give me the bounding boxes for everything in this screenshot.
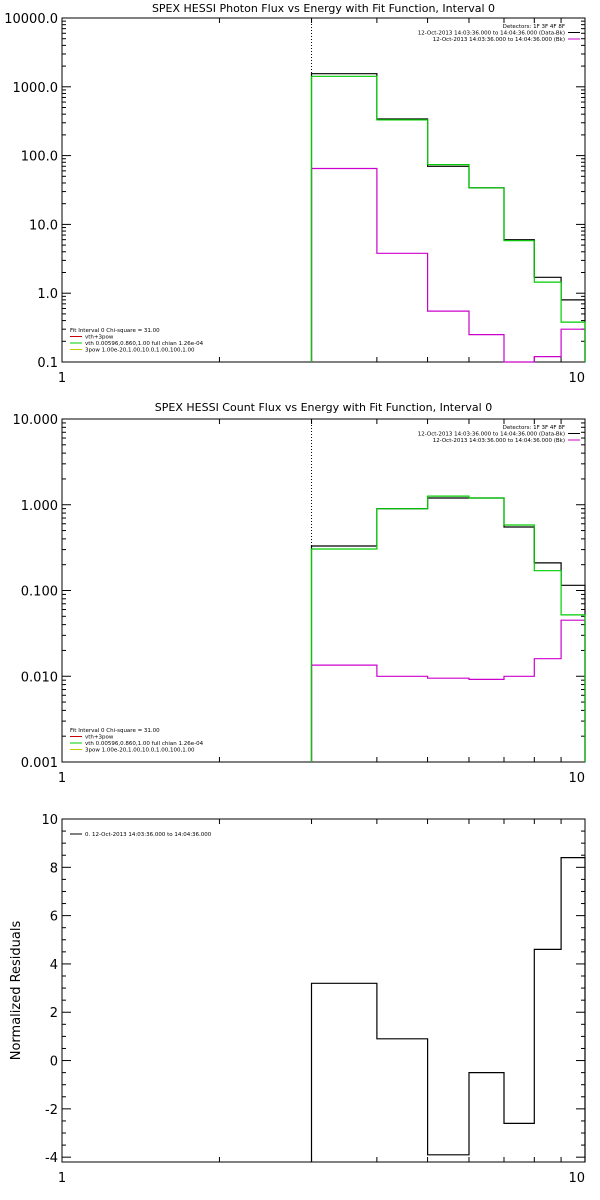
resid-ytick-label: -4 bbox=[45, 1151, 58, 1166]
resid-ytick-label: 2 bbox=[50, 1006, 58, 1021]
resid-ytick-label: 4 bbox=[50, 958, 58, 973]
count-ytick-label: 10.000 bbox=[13, 413, 59, 428]
count-series-bkg-line bbox=[310, 619, 586, 762]
resid-ytick-label: 10 bbox=[41, 813, 58, 828]
count-xtick-label: 1 bbox=[58, 771, 66, 786]
count-plot-frame bbox=[61, 418, 586, 763]
photon-series-model-line bbox=[310, 75, 586, 362]
resid-series-0-12-oct-2013-14-03-36-000-to-14-04-36-000-line bbox=[310, 857, 586, 1162]
resid-legend-legend_tl-text: 0. 12-Oct-2013 14:03:36.000 to 14:04:36.… bbox=[85, 832, 212, 838]
count-legend-legend_bl-text: vth+3pow bbox=[85, 735, 114, 741]
count-legend-legend_tr-text: Detectors: 1F 3F 4F 8F bbox=[503, 425, 565, 431]
photon-legend-legend_bl-text: vth+3pow bbox=[85, 335, 114, 341]
count-ytick-label: 1.000 bbox=[21, 499, 58, 514]
resid-ytick-label: -2 bbox=[45, 1103, 58, 1118]
photon-ytick-label: 1000.0 bbox=[13, 81, 59, 96]
resid-xtick-label: 1 bbox=[58, 1171, 66, 1186]
count-series-data-line bbox=[310, 497, 586, 762]
photon-legend-legend_tr-text: 12-Oct-2013 14:03:36.000 to 14:04:36.000… bbox=[433, 37, 565, 43]
count-legend-legend_bl-text: Fit Interval 0 Chi-square = 31.00 bbox=[70, 728, 160, 734]
photon-legend-legend_bl-text: vth 0.00596,0.860,1.00 full chian 1.26e-… bbox=[85, 341, 204, 347]
photon-xtick-label: 1 bbox=[58, 371, 66, 386]
resid-y-axis-label: Normalized Residuals bbox=[9, 921, 24, 1061]
photon-ytick-label: 100.0 bbox=[21, 150, 58, 165]
resid-plot-frame bbox=[61, 818, 586, 1163]
photon-series-data-line bbox=[310, 73, 586, 362]
photon-ytick-label: 1.0 bbox=[37, 287, 58, 302]
count-ytick-label: 0.100 bbox=[21, 585, 58, 600]
photon-legend-legend_tr-text: Detectors: 1F 3F 4F 8F bbox=[503, 24, 565, 30]
photon-legend-legend_bl-text: Fit Interval 0 Chi-square = 31.00 bbox=[70, 328, 160, 334]
photon-series-bkg-line bbox=[310, 167, 586, 363]
count-legend-legend_tr-text: 12-Oct-2013 14:03:36.000 to 14:04:36.000… bbox=[418, 432, 565, 438]
photon-ytick-label: 10.0 bbox=[29, 218, 58, 233]
resid-ytick-label: 0 bbox=[50, 1055, 58, 1070]
photon-ytick-label: 0.1 bbox=[37, 356, 58, 371]
resid-xtick-label: 10 bbox=[568, 1171, 585, 1186]
photon-legend-legend_tr-text: 12-Oct-2013 14:03:36.000 to 14:04:36.000… bbox=[418, 31, 565, 37]
photon-ytick-label: 10000.0 bbox=[4, 12, 58, 27]
count-series-model-line bbox=[310, 495, 586, 762]
count-chart-title: SPEX HESSI Count Flux vs Energy with Fit… bbox=[155, 401, 492, 414]
resid-ytick-label: 8 bbox=[50, 861, 58, 876]
count-ytick-label: 0.001 bbox=[21, 756, 58, 771]
photon-xtick-label: 10 bbox=[568, 371, 585, 386]
count-legend-legend_tr-text: 12-Oct-2013 14:03:36.000 to 14:04:36.000… bbox=[433, 438, 565, 444]
count-xtick-label: 10 bbox=[568, 771, 585, 786]
photon-legend-legend_bl-text: 3pow 1.00e-20,1.00,10.0,1.00,100,1.00 bbox=[85, 348, 195, 354]
resid-ytick-label: 6 bbox=[50, 910, 58, 925]
photon-chart-title: SPEX HESSI Photon Flux vs Energy with Fi… bbox=[152, 2, 495, 15]
count-legend-legend_bl-text: 3pow 1.00e-20,1.00,10.0,1.00,100,1.00 bbox=[85, 748, 195, 754]
photon-plot-frame bbox=[61, 17, 586, 363]
count-legend-legend_bl-text: vth 0.00596,0.860,1.00 full chian 1.26e-… bbox=[85, 741, 204, 747]
count-ytick-label: 0.010 bbox=[21, 670, 58, 685]
